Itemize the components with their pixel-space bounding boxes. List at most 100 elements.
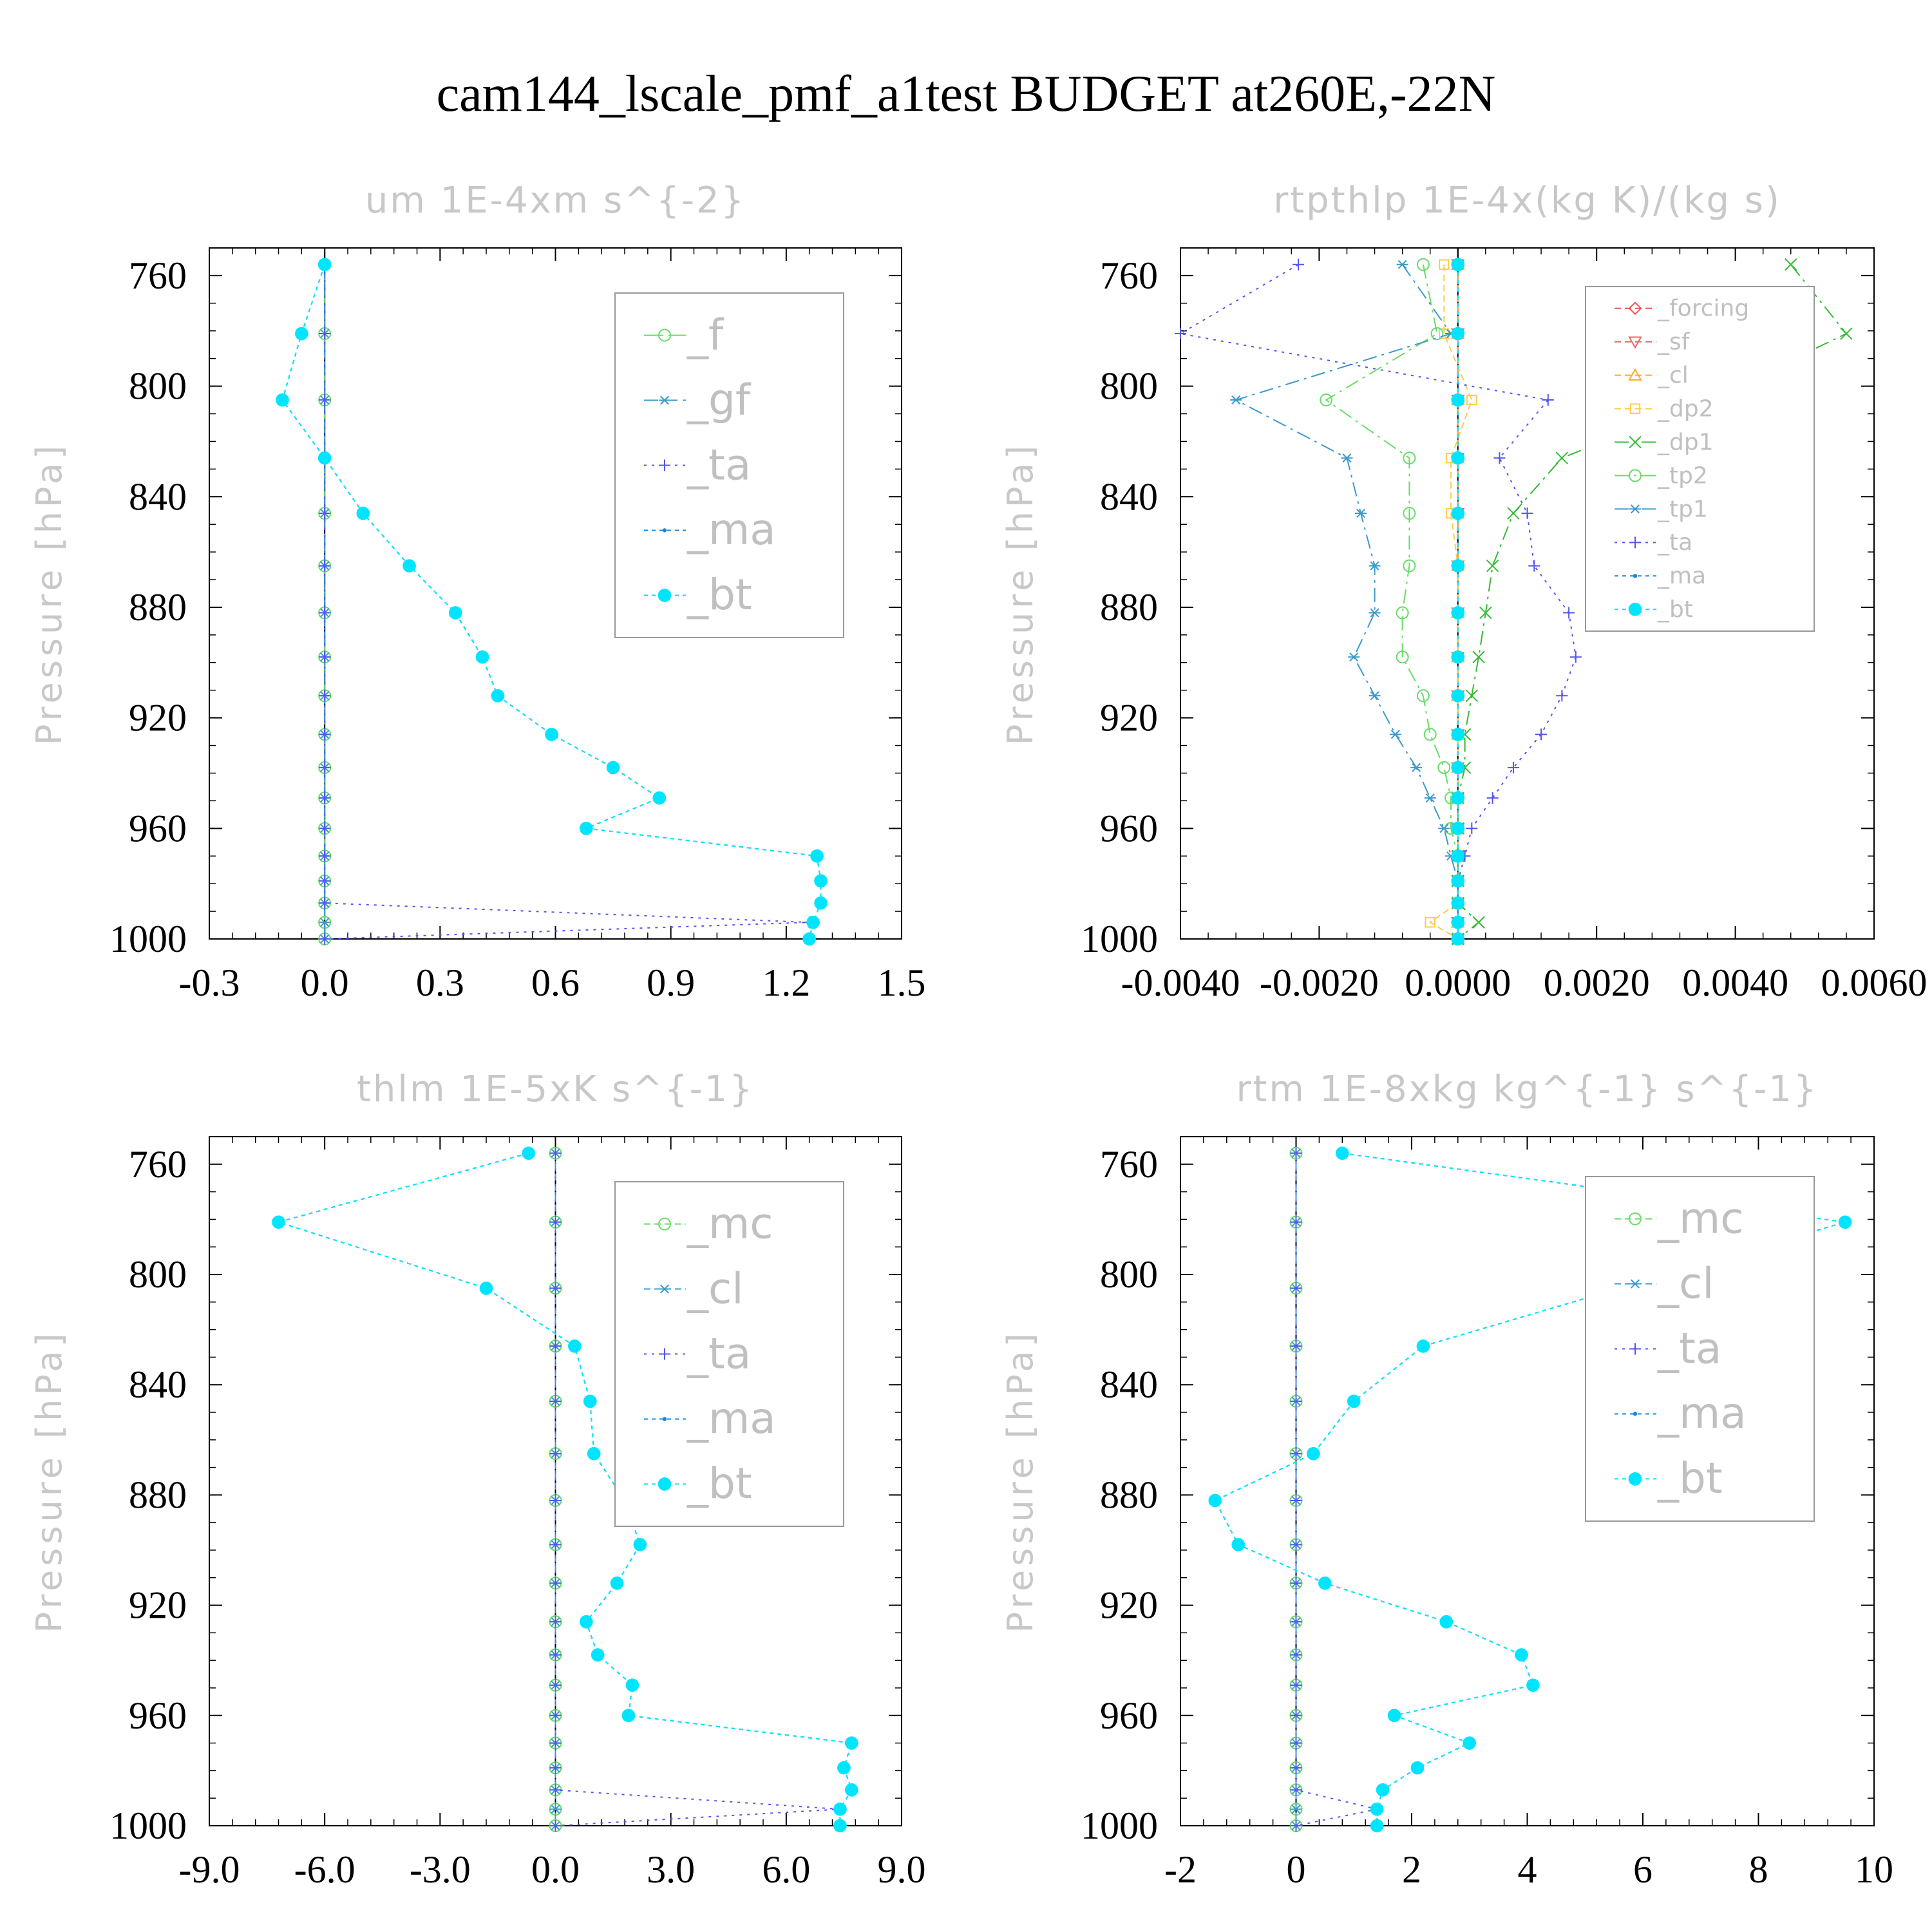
data-point: [1290, 1147, 1302, 1159]
data-point: [1451, 559, 1465, 573]
y-tick-label: 760: [1100, 254, 1158, 297]
data-point: [1451, 728, 1465, 741]
data-point: [319, 822, 331, 835]
series-ta: [549, 1147, 846, 1832]
y-tick-label: 920: [129, 1584, 187, 1627]
legend-marker: [658, 1477, 672, 1491]
data-point: [1403, 451, 1416, 465]
data-point: [1542, 394, 1554, 406]
x-tick-label: 3.0: [647, 1848, 695, 1891]
legend-marker: [1628, 301, 1642, 316]
data-point: [448, 606, 462, 620]
data-point: [1535, 728, 1548, 741]
data-point: [522, 1146, 536, 1160]
data-point: [319, 792, 331, 804]
data-point: [549, 1147, 562, 1159]
legend-marker: [1629, 1212, 1642, 1226]
data-point: [1425, 917, 1435, 928]
data-point: [1410, 1761, 1425, 1775]
legend-marker: [659, 1348, 670, 1360]
data-point: [549, 1395, 562, 1407]
data-point: [1451, 874, 1465, 888]
x-tick-label: -9.0: [179, 1848, 240, 1891]
data-point: [1290, 1616, 1302, 1628]
series-bt: [276, 258, 828, 946]
data-point: [1355, 509, 1367, 518]
data-point: [549, 1577, 562, 1589]
data-point: [1416, 1339, 1430, 1353]
data-point: [845, 1783, 858, 1797]
data-point: [1526, 1678, 1540, 1692]
data-point: [1290, 1709, 1302, 1721]
legend-marker: [1628, 368, 1642, 381]
series-bt: [1451, 258, 1465, 946]
legend-label: _ma: [687, 505, 776, 554]
legend-marker: [1628, 1472, 1642, 1486]
panel-title: rtm 1E-8xkg kg^{-1} s^{-1}: [1236, 1068, 1818, 1110]
y-tick-label: 1000: [109, 1804, 187, 1847]
data-point: [1451, 506, 1465, 520]
data-point: [1424, 793, 1436, 803]
data-point: [1451, 451, 1465, 465]
data-point: [1466, 822, 1478, 835]
x-tick-label: 6: [1633, 1848, 1653, 1891]
data-point: [1389, 730, 1401, 739]
data-point: [319, 560, 331, 572]
data-point: [549, 1679, 562, 1691]
data-point: [806, 915, 820, 929]
legend-label: _dp2: [1657, 395, 1714, 422]
x-tick-label: -0.0020: [1260, 961, 1379, 1004]
legend-label: _mc: [1657, 1193, 1744, 1243]
series-line: [1234, 264, 1459, 939]
data-point: [549, 1616, 562, 1628]
data-point: [1368, 691, 1381, 701]
legend-label: _forcing: [1657, 296, 1749, 322]
x-tick-label: 10: [1855, 1848, 1893, 1891]
legend-label: _ma: [687, 1394, 776, 1443]
data-point: [319, 933, 331, 945]
series-tp2: [1320, 258, 1464, 945]
legend-label: _cl: [687, 1264, 744, 1313]
data-point: [1368, 608, 1381, 618]
data-point: [1438, 824, 1450, 833]
data-point: [1335, 1146, 1349, 1160]
data-point: [1451, 761, 1465, 775]
legend-marker: [658, 328, 671, 342]
data-point: [549, 1539, 562, 1551]
data-point: [1451, 606, 1465, 620]
data-point: [1290, 1395, 1302, 1407]
data-point: [1376, 1783, 1390, 1797]
y-tick-label: 840: [129, 475, 187, 518]
legend-label: _ta: [1657, 1323, 1721, 1373]
data-point: [1230, 395, 1242, 405]
data-point: [1451, 327, 1465, 341]
data-point: [1493, 452, 1506, 464]
data-point: [549, 1216, 562, 1228]
legend-label: _ma: [1657, 563, 1706, 589]
legend-label: _ma: [1657, 1388, 1747, 1438]
panel-title: rtpthlp 1E-4x(kg K)/(kg s): [1273, 180, 1781, 222]
y-axis-label: Pressure [hPa]: [1000, 1329, 1041, 1633]
data-point: [1507, 507, 1520, 520]
legend-marker: [659, 395, 670, 405]
data-point: [545, 728, 558, 741]
data-point: [276, 393, 289, 407]
data-point: [1290, 1340, 1302, 1352]
data-point: [319, 918, 331, 927]
data-point: [1437, 761, 1451, 774]
data-point: [319, 651, 331, 663]
data-point: [319, 897, 331, 909]
data-point: [1348, 652, 1360, 662]
series-line: [281, 264, 822, 940]
legend-label: _cl: [1657, 363, 1689, 389]
data-point: [1396, 260, 1408, 269]
data-point: [1290, 1804, 1302, 1814]
data-point: [1341, 453, 1353, 463]
data-point: [1785, 258, 1797, 271]
x-tick-label: 2: [1402, 1848, 1421, 1891]
data-point: [317, 258, 332, 272]
legend-marker: [1629, 1279, 1641, 1289]
data-point: [294, 327, 308, 341]
data-point: [1403, 559, 1416, 573]
legend-label: _ta: [1657, 529, 1692, 556]
